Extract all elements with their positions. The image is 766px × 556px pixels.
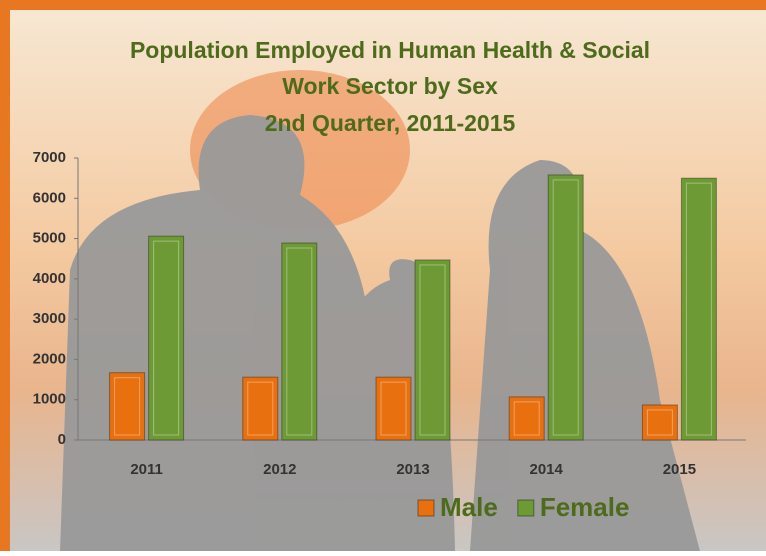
legend-marker bbox=[518, 500, 534, 516]
legend-label: Female bbox=[540, 492, 630, 522]
chart: Population Employed in Human Health & So… bbox=[0, 0, 766, 551]
x-tick-label: 2013 bbox=[396, 461, 429, 478]
x-tick-label: 2014 bbox=[530, 461, 564, 478]
y-tick-label: 5000 bbox=[33, 230, 66, 247]
x-tick-label: 2012 bbox=[263, 461, 296, 478]
y-tick-label: 1000 bbox=[33, 391, 66, 408]
y-tick-label: 4000 bbox=[33, 270, 66, 287]
y-tick-label: 0 bbox=[58, 431, 66, 448]
x-tick-label: 2011 bbox=[130, 461, 163, 478]
page: {"chart_data": {"type": "bar", "title": … bbox=[0, 0, 766, 556]
legend-marker bbox=[418, 500, 434, 516]
x-tick-label: 2015 bbox=[663, 461, 696, 478]
y-tick-label: 7000 bbox=[33, 149, 66, 166]
y-tick-label: 6000 bbox=[33, 189, 66, 206]
y-tick-label: 3000 bbox=[33, 310, 66, 327]
y-tick-label: 2000 bbox=[33, 350, 66, 367]
chart-subtitle: 2nd Quarter, 2011-2015 bbox=[265, 110, 516, 136]
legend-label: Male bbox=[440, 492, 498, 522]
